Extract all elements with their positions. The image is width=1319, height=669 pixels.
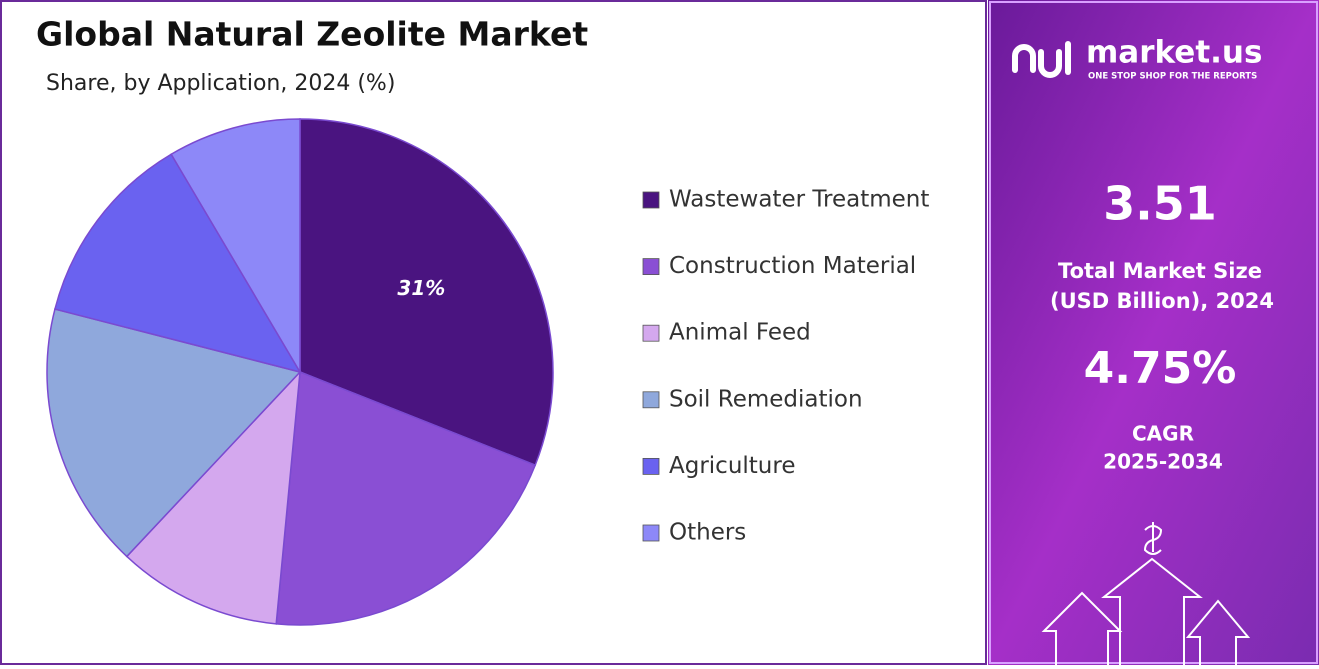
side-panel — [988, 0, 1319, 665]
pie-slice — [170, 118, 301, 375]
chart-subtitle: Share, by Application, 2024 (%) — [46, 71, 395, 96]
market-size-label: (USD Billion), 2024 — [1050, 289, 1274, 313]
market-size-label: Total Market Size — [1058, 259, 1262, 283]
cagr: 4.75% — [1084, 343, 1237, 394]
arrows-decoration — [1041, 522, 1251, 665]
legend-swatch — [642, 258, 660, 276]
pie-slice — [275, 370, 537, 626]
pie-slice — [54, 153, 302, 374]
legend-swatch — [642, 191, 660, 209]
panel-border — [989, 1, 1318, 664]
data-label: 31% — [397, 276, 445, 300]
legend-swatch — [642, 391, 660, 409]
pie-slice — [125, 369, 301, 625]
logo-icon — [1012, 41, 1071, 78]
chart-title: Global Natural Zeolite Market — [36, 15, 588, 54]
legend-label: Agriculture — [669, 453, 796, 479]
tagline: ONE STOP SHOP FOR THE REPORTS — [1088, 72, 1257, 82]
cagr-label: CAGR — [1132, 422, 1194, 446]
pie: 31% — [46, 118, 554, 626]
legend: Wastewater Treatment Construction Materia… — [642, 187, 929, 546]
market-size: 3.51 — [1103, 177, 1217, 231]
legend-label: Construction Material — [669, 253, 916, 279]
brand: market.us — [1086, 35, 1262, 71]
legend-label: Others — [669, 520, 746, 546]
legend-swatch — [642, 457, 660, 475]
legend-swatch — [642, 524, 660, 542]
legend-swatch — [642, 324, 660, 342]
legend-label: Animal Feed — [669, 320, 811, 346]
cagr-label: 2025-2034 — [1103, 450, 1223, 474]
pie-slice — [299, 118, 554, 467]
legend-label: Wastewater Treatment — [669, 187, 929, 213]
legend-label: Soil Remediation — [669, 386, 863, 412]
pie-slice — [46, 308, 302, 558]
